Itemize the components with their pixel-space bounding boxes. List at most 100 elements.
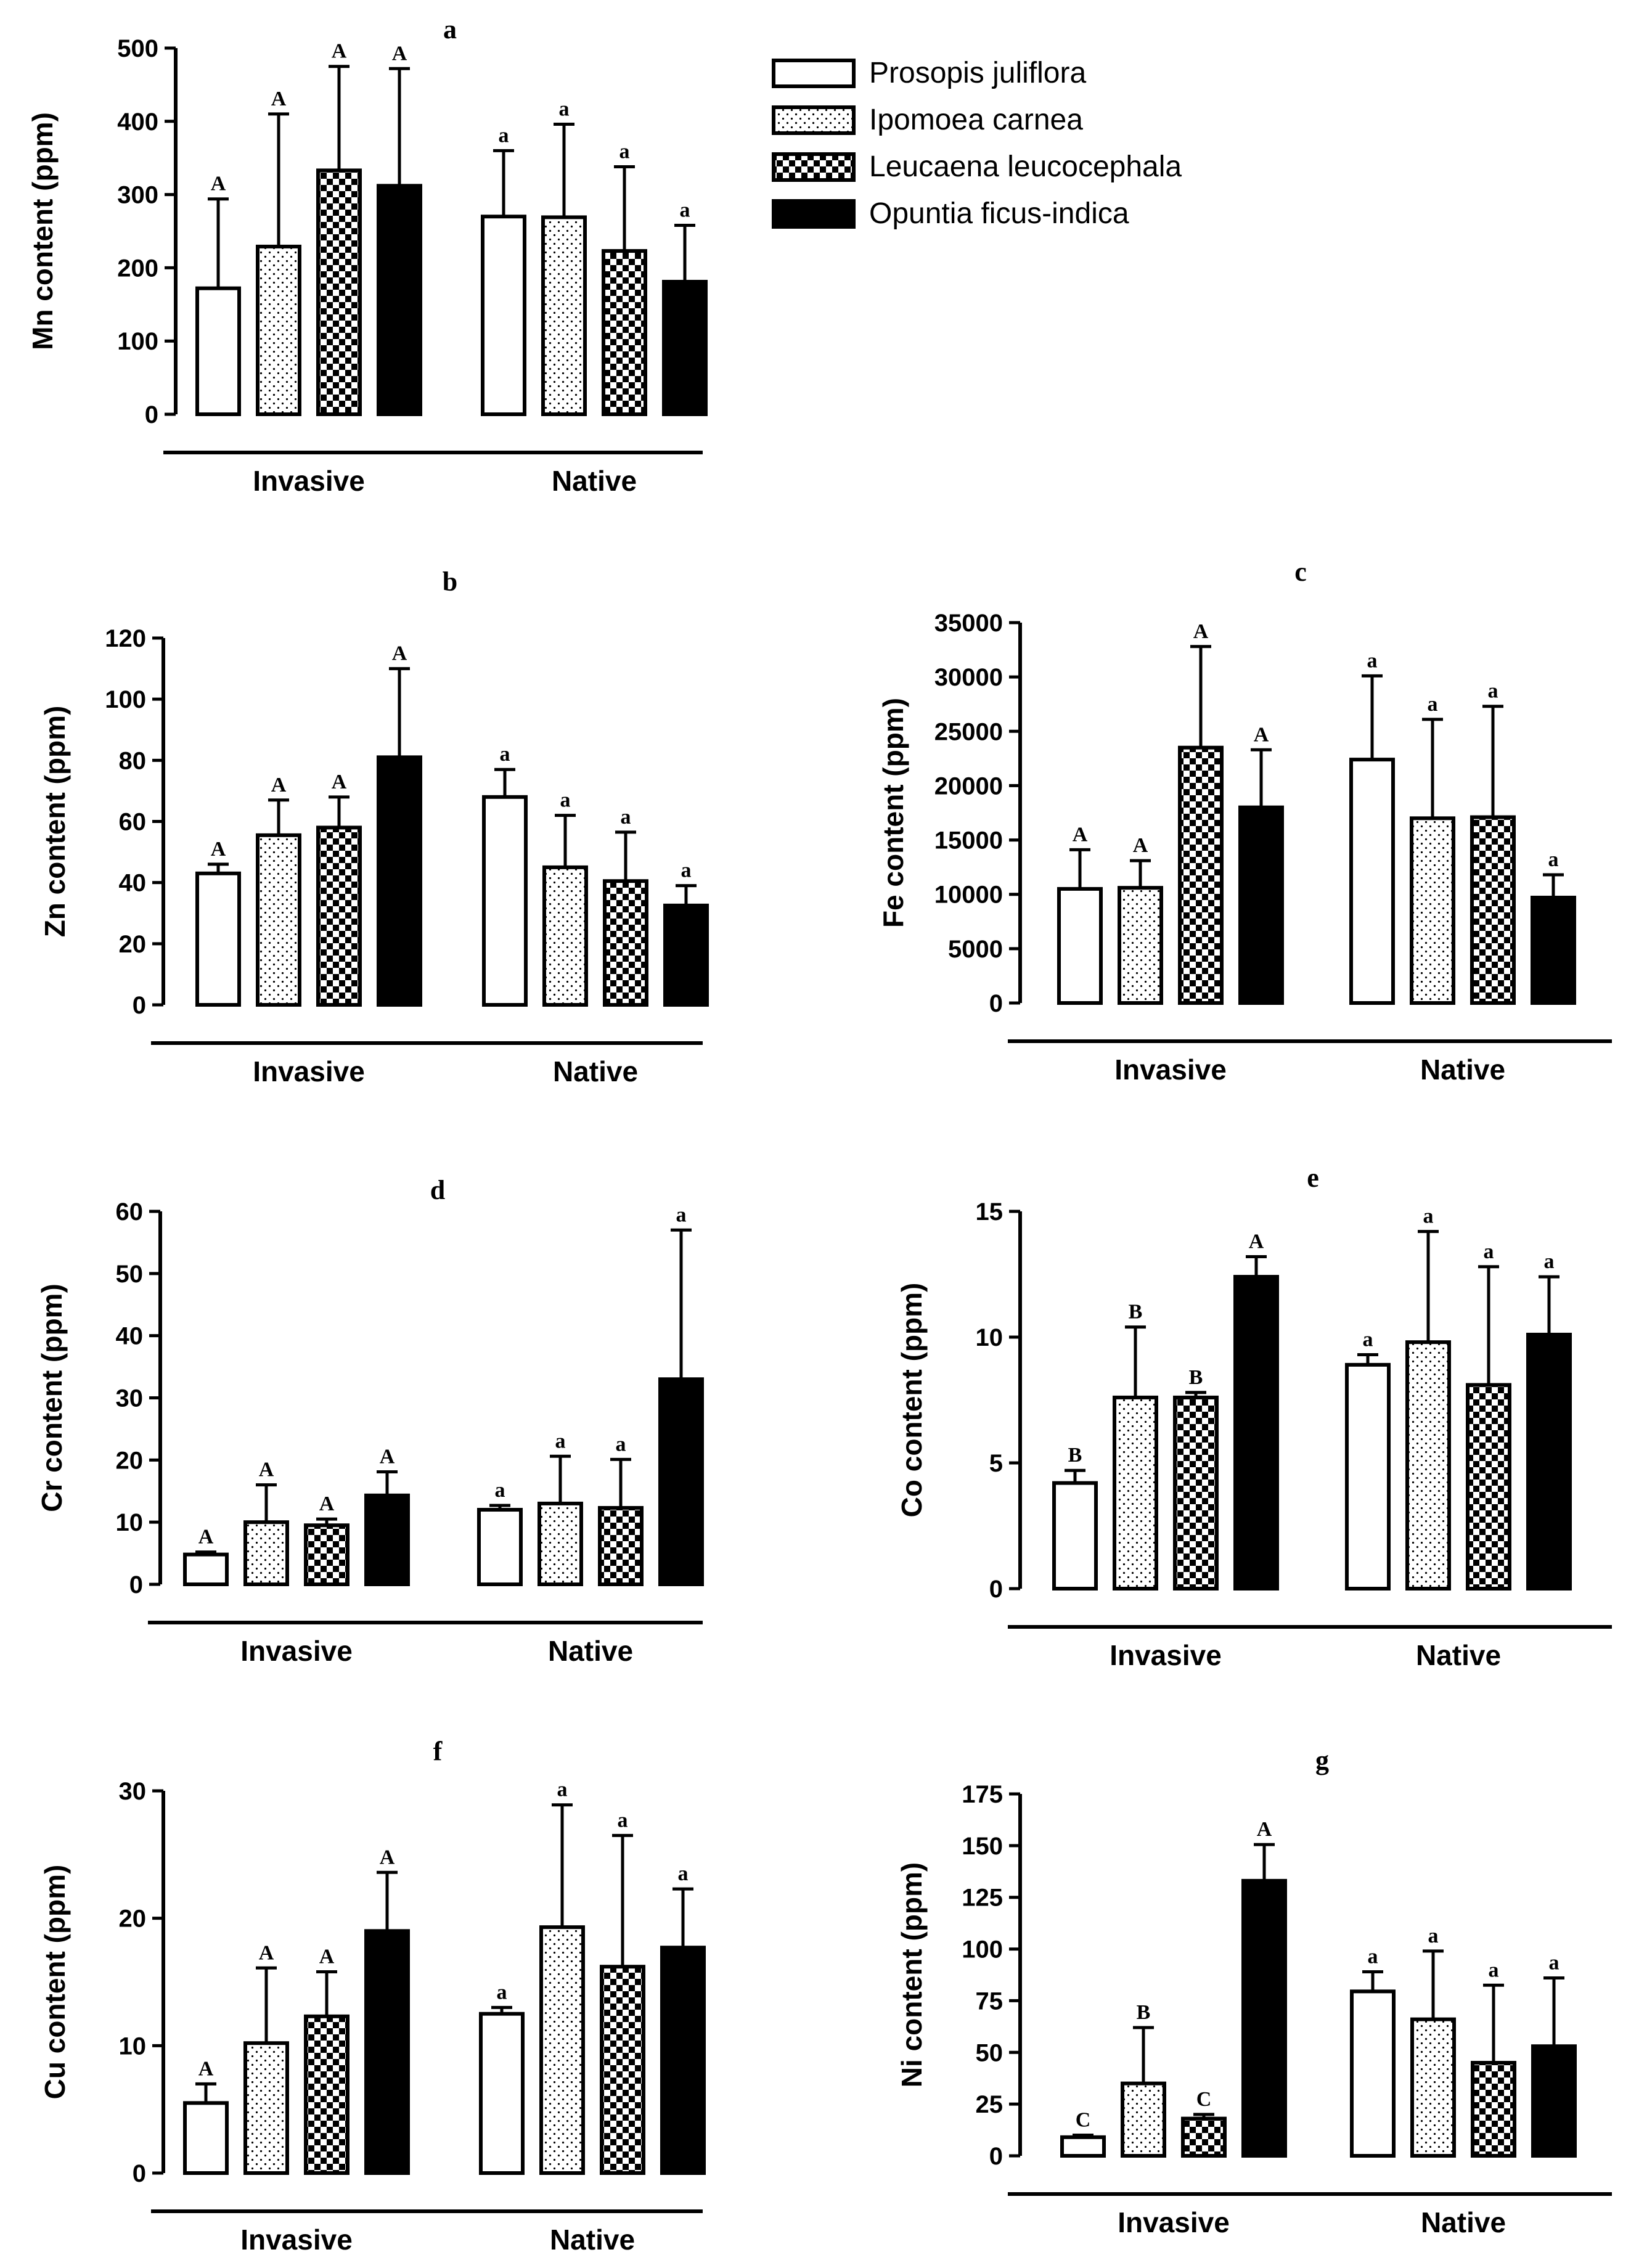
y-axis-title: Cu content (ppm) (39, 1865, 71, 2100)
significance-letter: a (676, 1203, 687, 1226)
significance-letter: a (499, 124, 509, 147)
bar-prosopis-juliflora (1350, 1989, 1396, 2158)
bar-ipomoea-carnea (539, 1925, 585, 2175)
bar-prosopis-juliflora (1060, 2135, 1106, 2158)
panel-c: c 0 5000 10000 15000 20000 25000 30000 35000 Fe c… (877, 557, 1612, 1086)
legend-swatch (772, 199, 856, 229)
bar-prosopis-juliflora (482, 795, 528, 1007)
panel-letter: f (433, 1736, 443, 1766)
y-tick-label: 50 (116, 1261, 144, 1288)
y-axis-title: Cr content (ppm) (36, 1283, 68, 1512)
y-tick-label: 0 (989, 1576, 1003, 1603)
significance-letter: a (1489, 1959, 1499, 1981)
bar-leucaena-leucocephala (602, 249, 647, 416)
bar-leucaena-leucocephala (598, 1505, 644, 1587)
bar-opuntia-ficus-indica (1526, 1332, 1572, 1590)
y-tick-label: 15 (976, 1198, 1004, 1226)
y-tick-label: 60 (116, 1198, 144, 1226)
y-tick-label: 125 (962, 1885, 1003, 1912)
panel-letter: a (443, 14, 457, 44)
significance-letter: a (500, 743, 510, 766)
bar-ipomoea-carnea (1405, 1340, 1451, 1590)
significance-letter: a (618, 1809, 628, 1832)
bar-opuntia-ficus-indica (1531, 2044, 1577, 2158)
bar-leucaena-leucocephala (304, 1523, 350, 1586)
significance-letter: a (680, 199, 690, 221)
legend-swatch (772, 105, 856, 135)
significance-letter: a (1428, 1925, 1439, 1947)
significance-letter: a (681, 859, 692, 882)
significance-letter: a (1544, 1250, 1555, 1273)
y-axis-title: Zn content (ppm) (39, 706, 71, 938)
significance-letter: A (211, 173, 226, 195)
significance-letter: a (1548, 848, 1559, 871)
bar-opuntia-ficus-indica (1241, 1878, 1287, 2158)
significance-letter: a (495, 1479, 505, 1502)
x-group-label: Invasive (1114, 1054, 1227, 1086)
y-axis-title: Ni content (ppm) (896, 1862, 928, 2087)
bar-prosopis-juliflora (1057, 886, 1103, 1005)
y-tick-label: 100 (962, 1936, 1003, 1963)
x-group-label: Native (1420, 1054, 1505, 1086)
significance-letter: C (1076, 2108, 1091, 2131)
significance-letter: A (380, 1445, 395, 1468)
significance-letter: a (1484, 1240, 1494, 1263)
panel-letter: b (443, 567, 457, 597)
significance-letter: A (392, 42, 407, 65)
bar-opuntia-ficus-indica (1531, 896, 1576, 1005)
y-axis-title: Fe content (ppm) (877, 698, 909, 928)
panel-letter: d (430, 1175, 445, 1205)
x-group-label: Invasive (1118, 2206, 1230, 2238)
x-group-label: Native (553, 1055, 638, 1087)
significance-letter: A (332, 40, 347, 63)
bar-prosopis-juliflora (1052, 1481, 1098, 1590)
significance-letter: A (271, 774, 287, 796)
bar-ipomoea-carnea (1118, 886, 1163, 1005)
x-group-label: Native (552, 465, 637, 497)
bar-opuntia-ficus-indica (364, 1929, 410, 2175)
bar-ipomoea-carnea (243, 1520, 289, 1587)
significance-letter: a (1367, 649, 1378, 672)
y-tick-label: 400 (117, 108, 158, 136)
y-tick-label: 80 (119, 747, 147, 774)
legend-entry: Prosopis juliflora (772, 57, 1086, 89)
y-tick-label: 100 (117, 328, 158, 355)
legend-entry: Ipomoea carnea (772, 104, 1083, 136)
legend-entry: Opuntia ficus-indica (772, 197, 1129, 230)
significance-letter: a (619, 140, 630, 163)
y-tick-label: 0 (145, 401, 158, 428)
significance-letter: A (1249, 1230, 1264, 1253)
significance-letter: a (678, 1862, 689, 1885)
x-group-label: Native (548, 1635, 633, 1667)
significance-letter: a (616, 1433, 626, 1455)
y-tick-label: 20 (116, 1447, 144, 1474)
y-tick-label: 5 (989, 1450, 1003, 1477)
legend-entry: Leucaena leucocephala (772, 150, 1182, 183)
y-tick-label: 10 (116, 1509, 144, 1536)
y-tick-label: 100 (105, 686, 146, 713)
x-group-label: Invasive (253, 465, 365, 497)
bar-opuntia-ficus-indica (662, 279, 708, 416)
panel-letter: e (1307, 1163, 1319, 1193)
panel-a: a 0 100 200 300 400 500 Mn content (ppm) Aa A a Aa A… (27, 14, 708, 497)
bar-prosopis-juliflora (183, 2101, 229, 2175)
bar-opuntia-ficus-indica (1238, 805, 1284, 1005)
bar-ipomoea-carnea (243, 2041, 289, 2175)
y-tick-label: 20 (119, 1906, 147, 1933)
bar-ipomoea-carnea (542, 865, 588, 1007)
panel-g: g 0 25 50 75 100 125 150 175 Ni content (ppm) Ca Ba… (896, 1745, 1612, 2238)
y-tick-label: 10 (976, 1324, 1004, 1351)
significance-letter: a (1549, 1952, 1559, 1975)
y-tick-label: 0 (129, 1571, 143, 1599)
significance-letter: a (559, 98, 570, 121)
significance-letter: a (497, 1981, 507, 2004)
panel-d: d 0 10 20 30 40 50 60 Cr content (ppm) Aa Aa Aa Aa In… (36, 1175, 704, 1667)
bar-leucaena-leucocephala (304, 2014, 350, 2176)
x-group-label: Invasive (253, 1055, 365, 1087)
significance-letter: A (1073, 823, 1088, 846)
bar-opuntia-ficus-indica (364, 1493, 410, 1587)
significance-letter: a (1488, 680, 1498, 703)
x-group-label: Native (550, 2224, 635, 2256)
